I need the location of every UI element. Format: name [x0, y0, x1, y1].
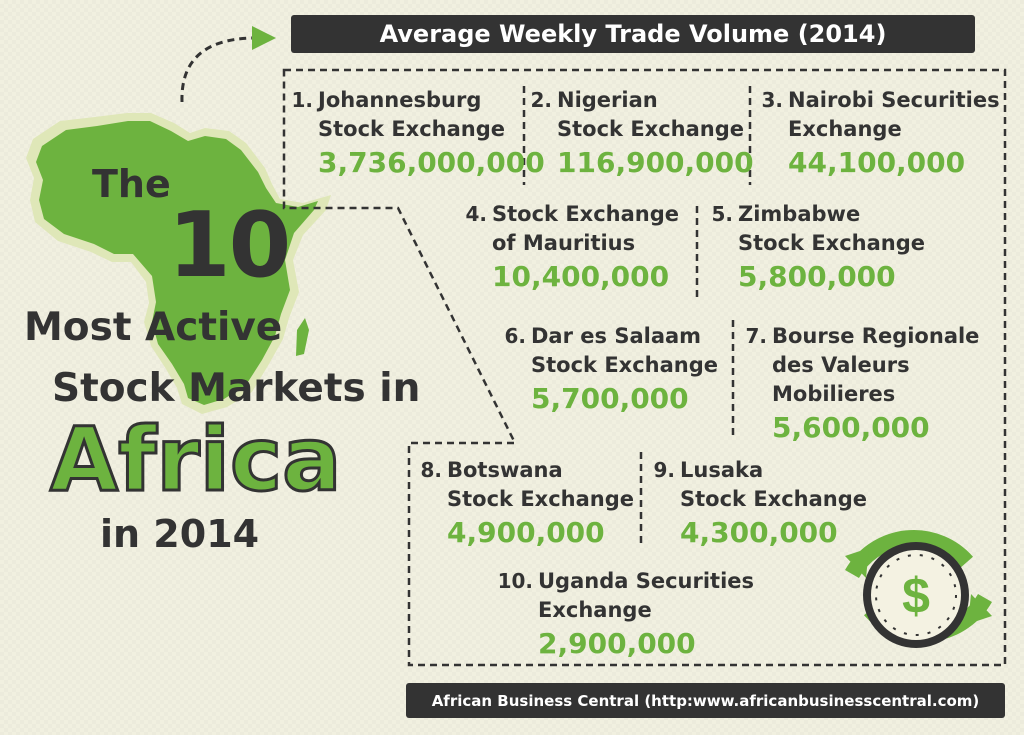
arrow-icon — [180, 36, 253, 103]
exchange-item-1: 1. Johannesburg Stock Exchange 3,736,000… — [291, 86, 545, 182]
exchange-item-6: 6. Dar es Salaam Stock Exchange 5,700,00… — [504, 322, 719, 418]
exchange-volume: 5,700,000 — [531, 382, 689, 415]
exchange-name-line: Stock Exchange — [680, 487, 868, 511]
headline-the: The — [92, 162, 171, 206]
exchange-name-line: Bourse Regionale — [772, 324, 980, 348]
exchange-volume: 44,100,000 — [788, 146, 966, 179]
exchange-item-8: 8. Botswana Stock Exchange 4,900,000 — [420, 456, 635, 552]
exchange-rank: 4. — [465, 202, 487, 226]
chart-title: Average Weekly Trade Volume (2014) — [291, 15, 975, 53]
exchange-name-line: Johannesburg — [318, 88, 482, 112]
exchange-name-line: Stock Exchange — [492, 202, 680, 226]
dollar-clock-icon: $ — [845, 530, 992, 648]
headline-line2: Stock Markets in — [52, 366, 421, 411]
exchange-name-line: Stock Exchange — [531, 353, 719, 377]
exchange-rank: 9. — [653, 458, 675, 482]
exchange-volume: 4,900,000 — [447, 516, 605, 549]
exchange-item-10: 10. Uganda Securities Exchange 2,900,000 — [498, 567, 755, 663]
exchange-name-line: Nigerian — [557, 88, 658, 112]
exchange-name-line: Stock Exchange — [447, 487, 635, 511]
exchange-rank: 10. — [497, 569, 533, 593]
exchange-name-line: Stock Exchange — [318, 117, 506, 141]
exchange-name-line: Exchange — [788, 117, 902, 141]
exchange-name-line: Nairobi Securities — [788, 88, 1000, 112]
exchange-volume: 116,900,000 — [557, 146, 754, 179]
dashed-frame — [282, 68, 1007, 667]
exchange-rank: 3. — [761, 88, 783, 112]
arrow-head-icon — [252, 26, 276, 50]
exchange-name-line: Mobilieres — [772, 382, 896, 406]
exchange-item-2: 2. Nigerian Stock Exchange 116,900,000 — [530, 86, 754, 182]
exchange-volume: 3,736,000,000 — [318, 146, 545, 179]
exchange-volume: 5,600,000 — [772, 411, 930, 444]
exchange-name-line: Zimbabwe — [738, 202, 861, 226]
source-credit: African Business Central (http:www.afric… — [406, 683, 1005, 718]
exchange-item-5: 5. Zimbabwe Stock Exchange 5,800,000 — [711, 200, 926, 296]
exchange-rank: 5. — [711, 202, 733, 226]
exchange-name-line: Botswana — [447, 458, 563, 482]
exchange-item-9: 9. Lusaka Stock Exchange 4,300,000 — [653, 456, 868, 552]
headline-region: Africa — [49, 408, 343, 511]
exchange-volume: 4,300,000 — [680, 516, 838, 549]
exchange-name-line: Stock Exchange — [738, 231, 926, 255]
exchange-volume: 2,900,000 — [538, 627, 696, 660]
exchange-item-7: 7. Bourse Regionale des Valeurs Mobilier… — [745, 322, 980, 447]
exchange-rank: 2. — [530, 88, 552, 112]
exchange-name-line: des Valeurs — [772, 353, 910, 377]
exchange-volume: 5,800,000 — [738, 260, 896, 293]
exchange-name-line: of Mauritius — [492, 231, 636, 255]
exchange-volume: 10,400,000 — [492, 260, 670, 293]
exchange-rank: 1. — [291, 88, 313, 112]
exchange-name-line: Uganda Securities — [538, 569, 755, 593]
exchange-item-3: 3. Nairobi Securities Exchange 44,100,00… — [761, 86, 1000, 182]
exchange-rank: 7. — [745, 324, 767, 348]
exchange-name-line: Dar es Salaam — [531, 324, 702, 348]
exchange-rank: 8. — [420, 458, 442, 482]
exchange-rank: 6. — [504, 324, 526, 348]
headline-line1: Most Active — [24, 305, 283, 350]
headline-number: 10 — [168, 193, 291, 298]
exchange-name-line: Lusaka — [680, 458, 764, 482]
africa-map-icon — [26, 113, 331, 414]
svg-text:$: $ — [902, 568, 930, 624]
exchange-name-line: Stock Exchange — [557, 117, 745, 141]
headline-year: in 2014 — [100, 512, 260, 556]
exchange-item-4: 4. Stock Exchange of Mauritius 10,400,00… — [465, 200, 680, 296]
exchange-name-line: Exchange — [538, 598, 652, 622]
